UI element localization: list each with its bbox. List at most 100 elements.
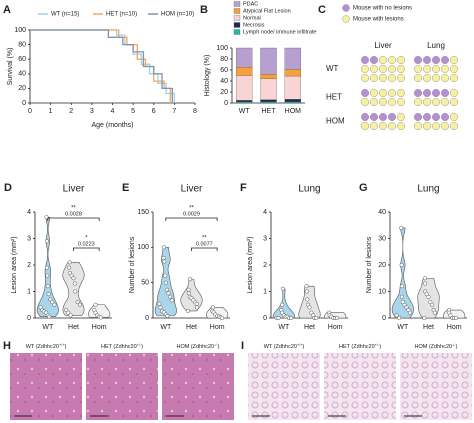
legend-label: Normal xyxy=(243,15,261,21)
data-point xyxy=(394,313,399,318)
x-axis-title: Age (months) xyxy=(91,122,133,129)
caption-part: ) xyxy=(218,344,220,350)
panel-title: Liver xyxy=(181,184,203,195)
image-caption: HET (Zdhhc20+/-) xyxy=(339,343,381,350)
legend-dot xyxy=(342,4,350,12)
group-label: WT xyxy=(326,64,339,73)
mouse-dot xyxy=(432,121,441,130)
legend-swatch xyxy=(233,22,241,28)
data-point xyxy=(46,292,51,297)
mouse-dot xyxy=(432,56,441,65)
data-point xyxy=(304,289,309,294)
mouse-dot xyxy=(397,56,406,65)
panel-letter: G xyxy=(359,182,368,194)
micrograph xyxy=(324,353,396,420)
data-point xyxy=(305,297,310,302)
x-tick-label: HET xyxy=(262,108,277,115)
x-tick-label: Het xyxy=(304,324,315,331)
mouse-dot xyxy=(432,64,441,73)
y-axis-title: Lesion area (mm²) xyxy=(247,236,254,293)
data-point xyxy=(52,302,57,307)
data-point xyxy=(50,300,55,305)
p-value: 0.0029 xyxy=(183,211,200,217)
caption-part: +/- xyxy=(137,343,142,347)
data-point xyxy=(432,310,437,315)
y-tick-label: 0 xyxy=(263,315,267,322)
mouse-dot xyxy=(450,97,459,106)
data-point xyxy=(422,276,427,281)
panel-title: Liver xyxy=(63,184,85,195)
data-point xyxy=(304,284,309,289)
significance-stars: ** xyxy=(189,206,194,212)
data-point xyxy=(453,315,458,321)
mouse-dot xyxy=(397,64,406,73)
mouse-dot xyxy=(388,56,397,65)
caption-part: WT (Zdhhc20 xyxy=(26,344,59,350)
mouse-dot xyxy=(423,97,432,106)
data-point xyxy=(448,313,453,318)
data-point xyxy=(93,302,98,307)
x-tick-label: 3 xyxy=(90,108,94,115)
data-point xyxy=(402,302,407,307)
data-point xyxy=(288,315,294,321)
data-point xyxy=(161,255,166,260)
mouse-dot xyxy=(414,56,423,65)
data-point xyxy=(168,294,173,299)
caption-part: -/- xyxy=(214,343,218,347)
panel-letter: H xyxy=(3,340,11,352)
mouse-dot xyxy=(432,73,441,82)
caption-part: WT (Zdhhc20 xyxy=(264,344,297,350)
y-tick-label: 0 xyxy=(224,100,228,107)
data-point xyxy=(71,276,76,281)
x-tick-label: WT xyxy=(278,324,290,331)
mouse-dot xyxy=(441,97,450,106)
y-tick-label: 80 xyxy=(18,41,26,48)
bar-segment xyxy=(260,78,277,100)
y-tick-label: 60 xyxy=(18,56,26,63)
data-point xyxy=(72,281,77,286)
data-point xyxy=(422,315,427,321)
panel-letter: C xyxy=(318,4,326,16)
caption-part: HOM (Zdhhc20 xyxy=(414,344,452,350)
data-point xyxy=(166,291,171,296)
bar-segment xyxy=(260,99,277,103)
panel-letter: I xyxy=(241,340,244,352)
mouse-dot xyxy=(388,121,397,130)
mouse-dot xyxy=(397,88,406,97)
x-tick-label: Hom xyxy=(447,324,462,331)
legend-label: Necrosis xyxy=(243,22,265,28)
violin xyxy=(180,278,203,312)
y-tick-label: 1 xyxy=(27,288,31,295)
mouse-dot xyxy=(441,121,450,130)
data-point xyxy=(187,277,192,282)
significance-bracket xyxy=(191,247,218,251)
mouse-dot xyxy=(414,97,423,106)
violin xyxy=(62,262,85,316)
data-point xyxy=(185,308,190,313)
x-tick-label: 2 xyxy=(69,108,73,115)
x-tick-label: 4 xyxy=(111,108,115,115)
micrograph xyxy=(162,353,234,420)
y-axis-title: Number of lesions xyxy=(366,236,373,293)
mouse-dot xyxy=(423,88,432,97)
x-tick-label: WT xyxy=(160,324,172,331)
y-tick-label: 150 xyxy=(137,209,149,216)
mouse-dot xyxy=(414,64,423,73)
x-tick-label: 6 xyxy=(152,108,156,115)
x-tick-label: Hom xyxy=(328,324,343,331)
data-point xyxy=(194,305,200,310)
mouse-dot xyxy=(423,112,432,121)
mouse-dot xyxy=(361,64,370,73)
x-tick-label: 1 xyxy=(49,108,53,115)
mouse-dot xyxy=(450,121,459,130)
legend-label: Mouse with lesions xyxy=(353,17,404,23)
image-caption: HET (Zdhhc20+/-) xyxy=(101,343,143,350)
mouse-dot xyxy=(370,88,379,97)
y-tick-label: 0 xyxy=(382,315,386,322)
micrograph xyxy=(86,353,158,420)
bar-segment xyxy=(235,67,253,76)
x-tick-label: Hom xyxy=(92,324,107,331)
mouse-dot xyxy=(450,88,459,97)
data-point xyxy=(158,305,163,310)
